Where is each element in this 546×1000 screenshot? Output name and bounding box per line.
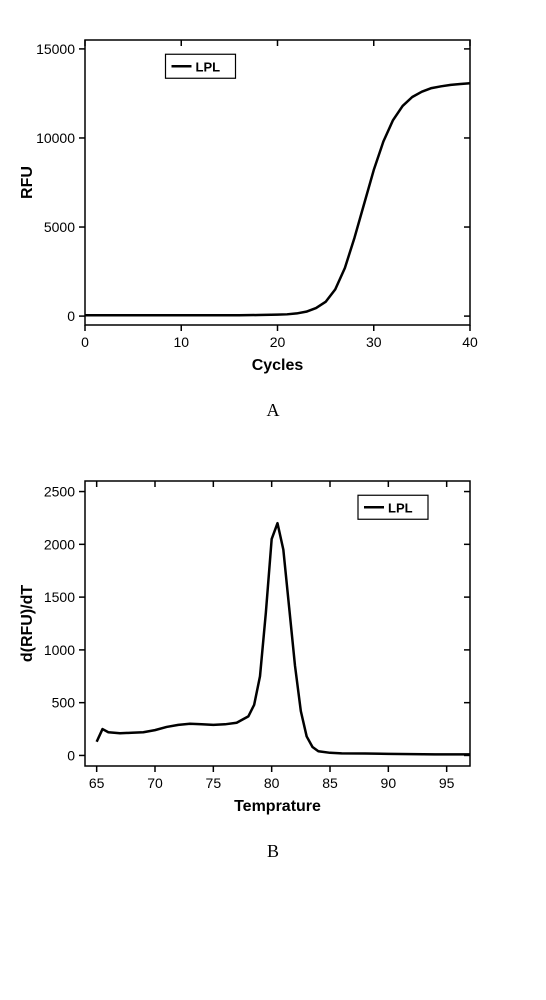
svg-text:10: 10: [173, 334, 189, 350]
svg-text:90: 90: [381, 775, 397, 791]
svg-text:70: 70: [147, 775, 163, 791]
svg-text:LPL: LPL: [196, 59, 221, 74]
svg-text:1500: 1500: [44, 589, 75, 605]
svg-text:1000: 1000: [44, 642, 75, 658]
svg-text:LPL: LPL: [388, 500, 413, 515]
svg-text:2500: 2500: [44, 484, 75, 500]
svg-text:Cycles: Cycles: [252, 357, 304, 374]
svg-text:75: 75: [206, 775, 222, 791]
svg-text:65: 65: [89, 775, 105, 791]
svg-text:80: 80: [264, 775, 280, 791]
svg-text:Temprature: Temprature: [234, 798, 321, 815]
chart-b-container: 65 70 75 80 85 90 95 0 500 1000 1500 2000 2500 Tempra…: [10, 461, 536, 821]
svg-text:15000: 15000: [36, 41, 75, 57]
panel-label-b: B: [10, 841, 536, 862]
svg-text:20: 20: [270, 334, 286, 350]
svg-text:0: 0: [67, 308, 75, 324]
svg-text:500: 500: [52, 695, 76, 711]
svg-text:40: 40: [462, 334, 478, 350]
svg-text:95: 95: [439, 775, 455, 791]
svg-text:d(RFU)/dT: d(RFU)/dT: [19, 585, 36, 663]
svg-text:0: 0: [81, 334, 89, 350]
svg-text:10000: 10000: [36, 130, 75, 146]
svg-text:85: 85: [322, 775, 338, 791]
chart-a-container: 0 10 20 30 40 0 5000 10000 15000 Cycles RFU LPL: [10, 20, 536, 380]
svg-text:2000: 2000: [44, 536, 75, 552]
chart-a: 0 10 20 30 40 0 5000 10000 15000 Cycles RFU LPL: [10, 20, 490, 380]
chart-b: 65 70 75 80 85 90 95 0 500 1000 1500 2000 2500 Tempra…: [10, 461, 490, 821]
svg-text:5000: 5000: [44, 219, 75, 235]
svg-text:RFU: RFU: [19, 166, 36, 199]
panel-label-a: A: [10, 400, 536, 421]
svg-text:0: 0: [67, 747, 75, 763]
svg-text:30: 30: [366, 334, 382, 350]
